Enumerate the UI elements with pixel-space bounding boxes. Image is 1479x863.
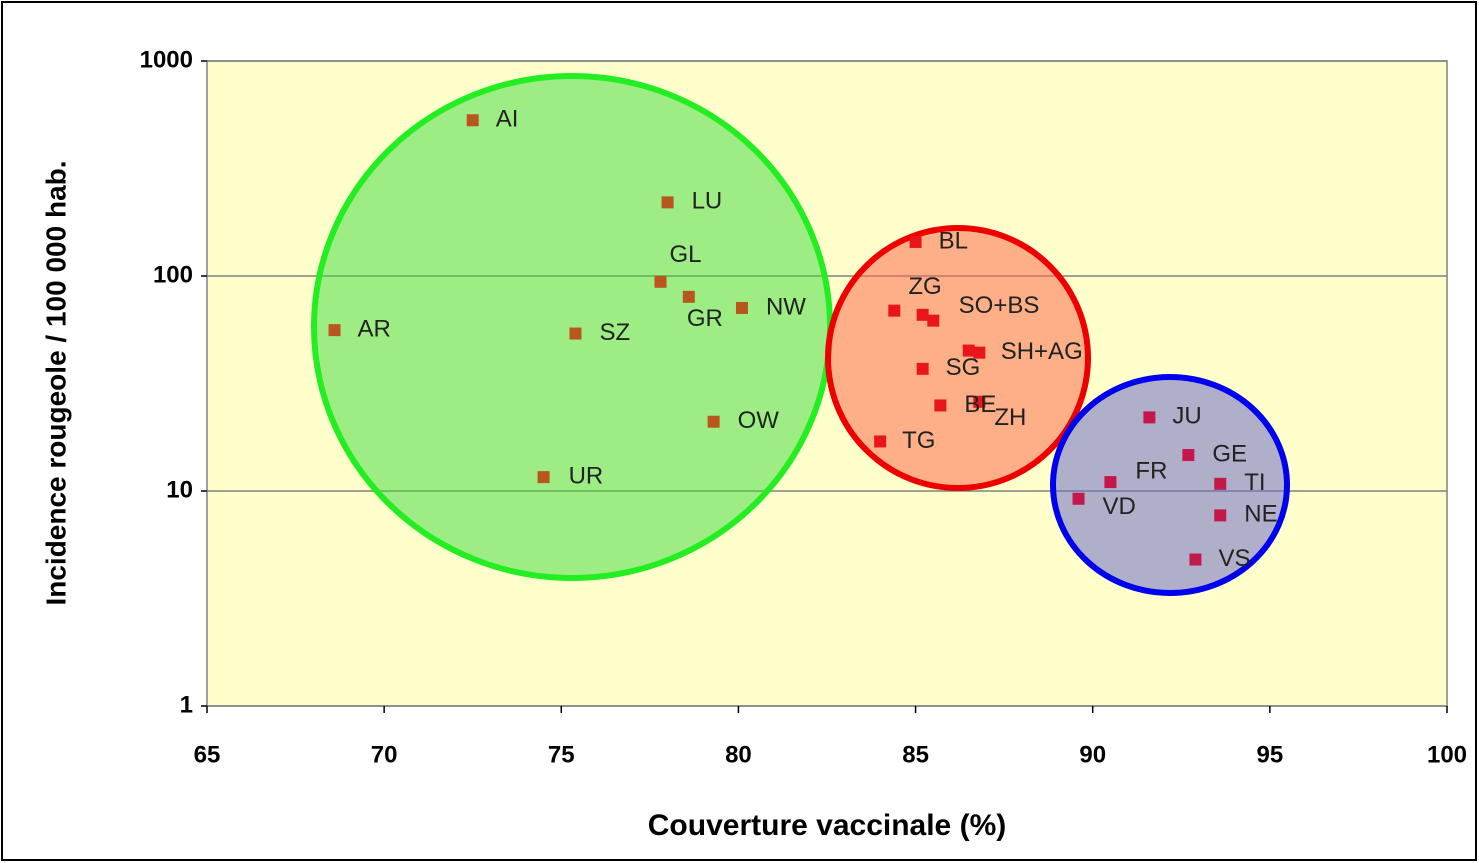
point-label: TI [1244,469,1265,496]
point-label: ZH [994,404,1026,431]
point [735,301,748,314]
point-label: SH+AG [1001,338,1083,365]
point-label: AR [358,315,391,342]
y-tick-label: 100 [153,261,193,288]
point [973,395,986,408]
group-circle [1050,374,1290,596]
point [1182,449,1195,462]
point [962,344,975,357]
point [934,399,947,412]
point-label: VS [1218,545,1250,572]
point-label: LU [692,188,723,215]
point [1189,553,1202,566]
y-tick-label: 10 [166,476,193,503]
point [916,308,929,321]
point [707,415,720,428]
point-label: AI [496,106,519,133]
point [1072,492,1085,505]
point [1214,509,1227,522]
point [654,275,667,288]
point-label: OW [738,407,780,434]
point [1143,411,1156,424]
x-tick-label: 65 [194,741,221,768]
point-label: NW [766,293,806,320]
y-tick-label: 1000 [140,46,193,73]
point-label: GR [687,305,723,332]
x-tick-label: 90 [1079,741,1106,768]
point [909,235,922,248]
point [569,327,582,340]
point-label: SZ [599,319,630,346]
point [888,304,901,317]
point [466,114,479,127]
point [682,290,695,303]
point-label: SG [946,354,981,381]
point-label: VD [1103,493,1136,520]
point-label: BE [964,391,996,418]
x-tick-label: 100 [1427,741,1467,768]
point-label: ZG [908,273,941,300]
point [661,196,674,209]
x-axis-title: Couverture vaccinale (%) [648,809,1006,842]
point-label: UR [569,462,604,489]
y-tick-label: 1 [180,691,193,718]
point [874,435,887,448]
x-tick-label: 80 [725,741,752,768]
y-axis-title: Incidence rougeole / 100 000 hab. [40,160,71,605]
x-tick-label: 70 [371,741,398,768]
point [328,324,341,337]
group-circle [825,225,1091,491]
point-label: JU [1172,403,1201,430]
point-label: GE [1212,440,1247,467]
x-tick-label: 75 [548,741,575,768]
point [927,314,940,327]
point [916,362,929,375]
point-label: TG [902,427,935,454]
point [1214,477,1227,490]
x-tick-label: 85 [902,741,929,768]
group-circle [311,73,833,581]
point [537,471,550,484]
point-label: SO+BS [959,292,1040,319]
point [1104,476,1117,489]
point-label: BL [939,227,968,254]
x-tick-label: 95 [1257,741,1284,768]
point [973,346,986,359]
point-label: GL [669,241,701,268]
point-label: NE [1244,501,1277,528]
point-label: FR [1135,457,1167,484]
